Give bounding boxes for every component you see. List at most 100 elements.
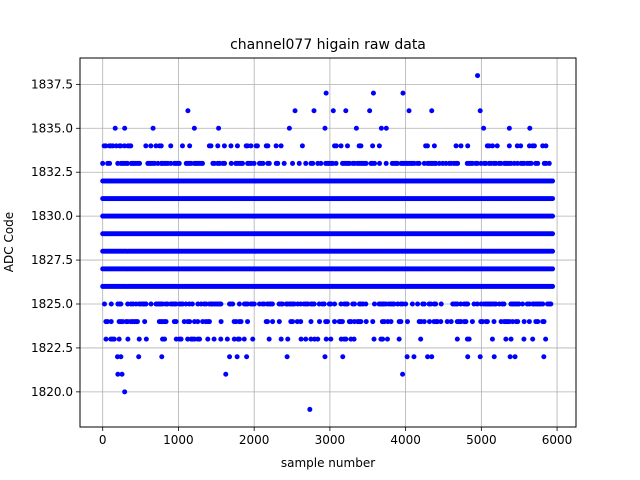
data-point: [143, 301, 149, 307]
data-point: [245, 319, 251, 325]
data-point: [248, 143, 254, 149]
data-point: [425, 354, 431, 360]
data-point: [338, 143, 344, 149]
data-point: [455, 160, 461, 166]
y-axis-label: ADC Code: [2, 212, 16, 272]
data-point: [363, 319, 369, 325]
data-point: [391, 301, 397, 307]
x-tick-label: 0: [99, 433, 107, 447]
data-point: [506, 143, 512, 149]
data-point: [339, 319, 345, 325]
data-point: [103, 143, 109, 149]
data-point: [421, 301, 427, 307]
data-point: [153, 143, 159, 149]
data-point: [526, 319, 532, 325]
data-point: [490, 143, 496, 149]
data-point: [276, 319, 282, 325]
data-point: [363, 160, 369, 166]
data-point: [236, 336, 242, 342]
data-point: [340, 354, 346, 360]
data-point: [518, 143, 524, 149]
x-tick-label: 4000: [390, 433, 421, 447]
data-point: [278, 143, 284, 149]
data-point: [483, 160, 489, 166]
data-point: [498, 160, 504, 166]
data-point: [110, 143, 116, 149]
data-point: [458, 143, 464, 149]
data-point: [115, 371, 121, 377]
data-point: [270, 319, 276, 325]
data-point: [310, 160, 316, 166]
data-point: [406, 108, 412, 114]
data-point: [137, 160, 143, 166]
data-point: [348, 319, 354, 325]
data-point: [344, 143, 350, 149]
data-point: [394, 160, 400, 166]
data-point: [528, 160, 534, 166]
data-point: [275, 160, 281, 166]
data-point: [358, 143, 364, 149]
x-axis-label: sample number: [281, 456, 375, 470]
data-point: [125, 336, 131, 342]
data-point: [494, 143, 500, 149]
data-point: [475, 73, 481, 79]
data-point: [381, 319, 387, 325]
data-point: [465, 301, 471, 307]
data-point: [150, 125, 156, 131]
data-point: [216, 125, 222, 131]
y-tick-label: 1837.5: [31, 77, 73, 91]
data-point: [195, 319, 201, 325]
data-point: [454, 336, 460, 342]
data-point: [238, 319, 244, 325]
data-point: [224, 336, 230, 342]
data-point: [234, 143, 240, 149]
data-point: [303, 160, 309, 166]
data-point: [187, 143, 193, 149]
data-point: [122, 125, 128, 131]
data-point: [199, 160, 205, 166]
data-point: [234, 354, 240, 360]
data-point: [228, 160, 234, 166]
data-point: [251, 160, 257, 166]
data-point: [448, 319, 454, 325]
y-tick-label: 1835.0: [31, 121, 73, 135]
data-point: [240, 160, 246, 166]
data-points: [100, 73, 556, 412]
data-point: [187, 319, 193, 325]
data-point: [424, 143, 430, 149]
y-tick-label: 1832.5: [31, 165, 73, 179]
data-point: [434, 319, 440, 325]
data-point: [367, 108, 373, 114]
data-point: [324, 319, 330, 325]
data-point: [108, 301, 114, 307]
data-point: [398, 319, 404, 325]
data-point: [400, 371, 406, 377]
x-tick-label: 2000: [239, 433, 270, 447]
data-point: [433, 301, 439, 307]
data-point: [501, 301, 507, 307]
data-point: [403, 301, 409, 307]
data-point: [231, 336, 237, 342]
data-point: [173, 301, 179, 307]
data-point: [308, 319, 314, 325]
data-point: [431, 143, 437, 149]
data-point: [491, 354, 497, 360]
data-point: [273, 143, 279, 149]
data-point: [211, 336, 217, 342]
data-point: [411, 354, 417, 360]
data-point: [370, 143, 376, 149]
data-point: [163, 319, 169, 325]
data-point: [477, 354, 483, 360]
data-point: [546, 160, 552, 166]
data-point: [506, 125, 512, 131]
data-point: [438, 319, 444, 325]
data-point: [155, 160, 161, 166]
data-point: [548, 301, 554, 307]
data-point: [278, 336, 284, 342]
data-point: [104, 319, 110, 325]
data-point: [266, 336, 272, 342]
x-tick-label: 3000: [315, 433, 346, 447]
data-point: [521, 336, 527, 342]
data-point: [124, 160, 130, 166]
data-point: [290, 319, 296, 325]
